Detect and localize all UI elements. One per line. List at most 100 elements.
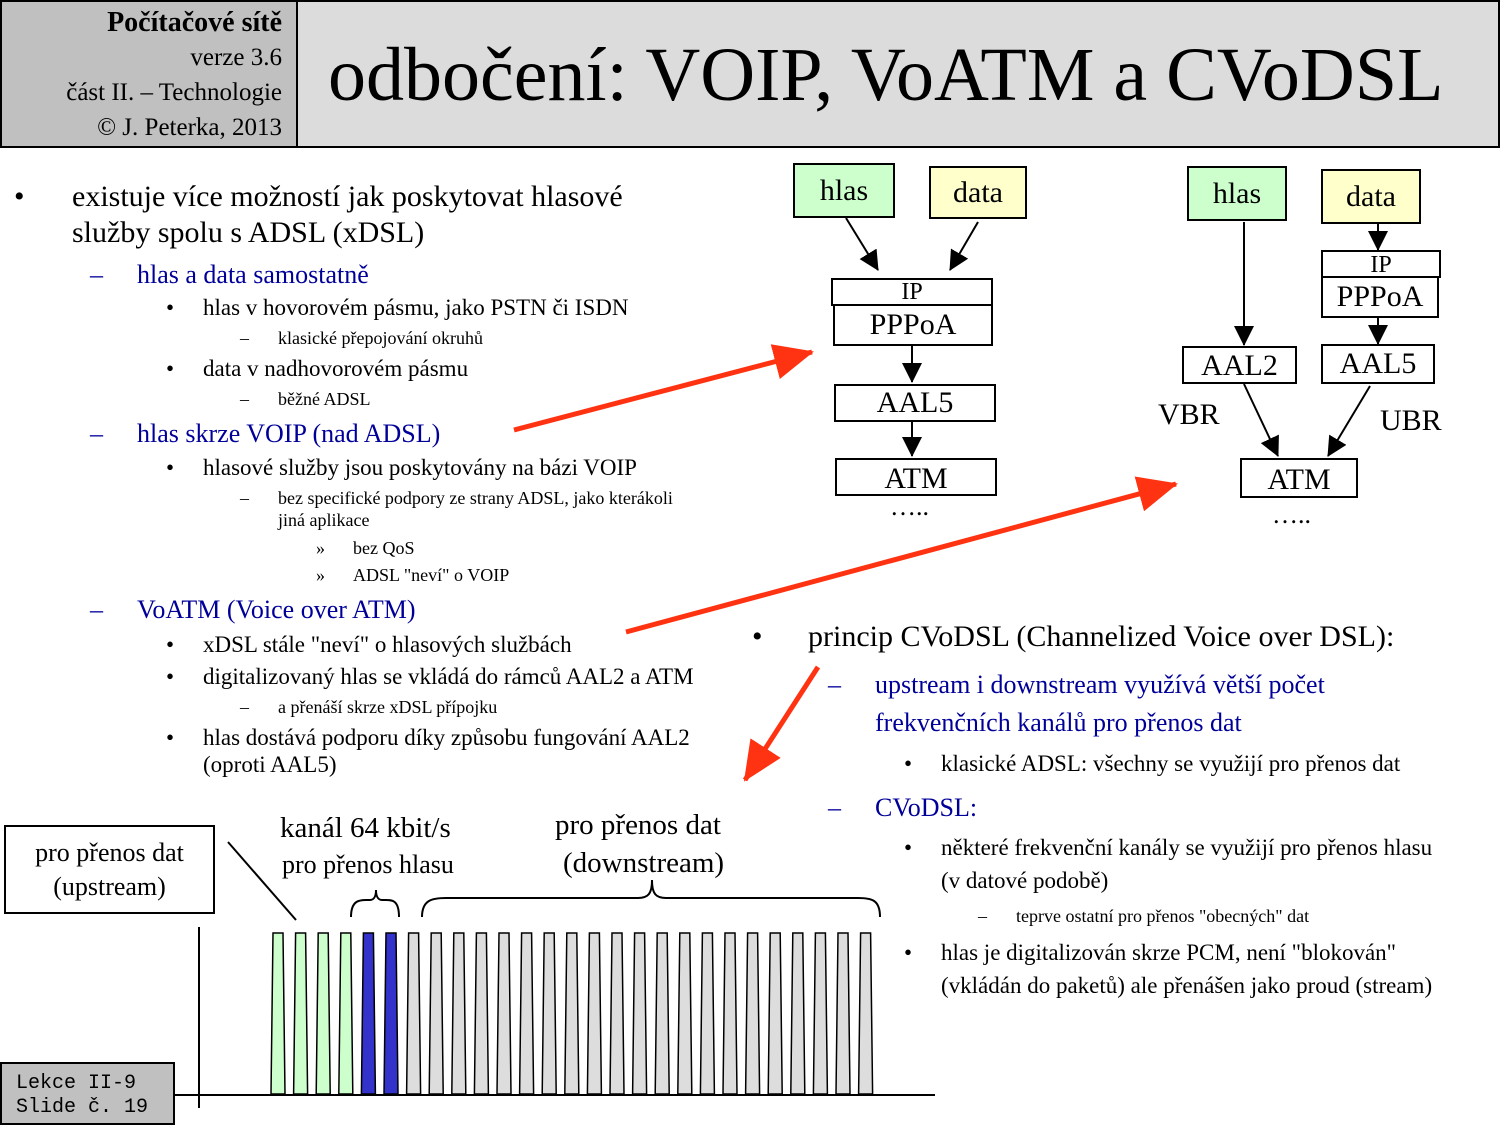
- arrow-hlas-ip: [845, 217, 879, 271]
- dash-marker: –: [828, 670, 841, 699]
- channel-downstream: [857, 932, 874, 1095]
- ellipsis-2: …..: [1272, 500, 1311, 529]
- data-box-1: data: [929, 166, 1027, 219]
- aal5-box-1: AAL5: [834, 384, 996, 422]
- channel-upstream: [270, 932, 286, 1095]
- voice-channel-sublabel: pro přenos hlasu: [282, 850, 454, 879]
- cvodsl-item-1a: některé frekvenční kanály se využijí pro…: [941, 835, 1433, 860]
- channel-downstream: [654, 932, 670, 1095]
- channel-downstream: [767, 932, 783, 1095]
- intro-line-1: existuje více možností jak poskytovat hl…: [72, 180, 623, 213]
- ip-box-2: IP: [1321, 250, 1441, 278]
- dash-marker: –: [90, 595, 103, 624]
- course-part: část II. – Technologie: [66, 79, 282, 106]
- channel-downstream: [541, 932, 557, 1095]
- course-info-box: Počítačové sítě verze 3.6 část II. – Tec…: [0, 0, 298, 148]
- intro-line-2: služby spolu s ADSL (xDSL): [72, 216, 425, 249]
- upstream-label-box: pro přenos dat (upstream): [4, 825, 215, 914]
- cvodsl-channels-a: upstream i downstream využívá větší poče…: [875, 670, 1325, 699]
- hlas-label: hlas: [1212, 177, 1262, 210]
- voice-brace: [350, 889, 400, 918]
- aal2-label: AAL2: [1201, 349, 1278, 382]
- cvodsl-principle: princip CVoDSL (Channelized Voice over D…: [808, 620, 1395, 653]
- separate-item-2: data v nadhovorovém pásmu: [203, 356, 469, 381]
- downstream-label-2: (downstream): [563, 847, 725, 879]
- dash-marker: –: [90, 419, 103, 448]
- ip-label: IP: [1370, 252, 1392, 278]
- atm-box-1: ATM: [835, 458, 997, 496]
- atm-box-2: ATM: [1240, 458, 1358, 498]
- red-arrow-voip: [513, 344, 814, 433]
- ip-label: IP: [901, 279, 923, 305]
- dash-marker: –: [978, 906, 987, 926]
- hlas-box-2: hlas: [1187, 166, 1287, 221]
- voatm-item-2-detail: a přenáší skrze xDSL přípojku: [278, 697, 498, 717]
- dash-marker: –: [240, 488, 249, 508]
- red-arrow-voatm: [625, 476, 1178, 635]
- bullet-marker: •: [166, 455, 175, 480]
- data-label: data: [1346, 180, 1396, 213]
- channel-downstream: [473, 932, 490, 1095]
- aal2-box: AAL2: [1182, 346, 1297, 384]
- arrow-aal5-atm2: [1327, 385, 1371, 457]
- slide-number: Slide č. 19: [16, 1096, 149, 1119]
- channel-downstream: [451, 932, 467, 1095]
- arrow-aal2-atm: [1243, 383, 1279, 457]
- upstream-label-line2: (upstream): [53, 872, 166, 901]
- channel-voice: [360, 932, 377, 1095]
- dash-marker: –: [240, 697, 249, 717]
- raquo-marker: »: [316, 538, 325, 558]
- downstream-brace: [421, 879, 881, 918]
- section-voatm: VoATM (Voice over ATM): [137, 595, 416, 624]
- voatm-item-2: digitalizovaný hlas se vkládá do rámců A…: [203, 664, 694, 689]
- channel-downstream: [518, 932, 535, 1095]
- voip-item-1-detail-a: bez specifické podpory ze strany ADSL, j…: [278, 488, 673, 508]
- bullet-marker: •: [904, 835, 913, 860]
- channel-downstream: [405, 932, 422, 1095]
- pppoa-box-2: PPPoA: [1321, 276, 1439, 318]
- voip-item-1-detail-b: jiná aplikace: [278, 510, 370, 530]
- channel-downstream: [722, 932, 738, 1095]
- upstream-pointer-line: [227, 841, 297, 921]
- downstream-label-1: pro přenos dat: [555, 809, 721, 841]
- hlas-box-1: hlas: [793, 163, 895, 218]
- dash-marker: –: [90, 260, 103, 289]
- separate-item-1-detail: klasické přepojování okruhů: [278, 328, 483, 348]
- channel-downstream: [609, 932, 625, 1095]
- course-author: © J. Peterka, 2013: [97, 114, 282, 141]
- pppoa-label: PPPoA: [1336, 280, 1424, 313]
- pppoa-box-1: PPPoA: [833, 304, 993, 346]
- bullet-marker: •: [166, 632, 175, 657]
- dash-marker: –: [828, 793, 841, 822]
- bullet-marker: •: [166, 356, 175, 381]
- bullet-marker: •: [14, 180, 25, 213]
- cvodsl-item-2a: hlas je digitalizován skrze PCM, není "b…: [941, 940, 1397, 965]
- ellipsis-1: …..: [890, 492, 929, 521]
- title-bar: odbočení: VOIP, VoATM a CVoDSL: [298, 0, 1500, 148]
- channel-downstream: [699, 932, 716, 1095]
- cvodsl-item-1-detail: teprve ostatní pro přenos "obecných" dat: [1016, 906, 1310, 926]
- channel-downstream: [790, 932, 806, 1095]
- voip-item-1: hlasové služby jsou poskytovány na bázi …: [203, 455, 637, 480]
- lesson-number: Lekce II-9: [16, 1072, 137, 1095]
- channel-downstream: [677, 932, 693, 1095]
- red-arrow-cvodsl: [742, 665, 821, 782]
- channel-upstream: [338, 932, 354, 1095]
- aal5-box-2: AAL5: [1321, 344, 1435, 384]
- channel-downstream: [428, 932, 444, 1095]
- spectrum-channels: [270, 932, 874, 1095]
- cvodsl-item-2b: (vkládán do paketů) ale přenášen jako pr…: [941, 973, 1433, 998]
- channel-downstream: [631, 932, 648, 1095]
- channel-downstream: [835, 932, 851, 1095]
- classic-adsl-note: klasické ADSL: všechny se využijí pro př…: [941, 751, 1401, 776]
- bullet-marker: •: [904, 751, 913, 776]
- bullet-marker: •: [752, 620, 763, 653]
- bullet-marker: •: [166, 725, 175, 750]
- channel-voice: [383, 932, 399, 1095]
- data-label: data: [953, 176, 1003, 209]
- hlas-label: hlas: [819, 174, 869, 207]
- dash-marker: –: [240, 389, 249, 409]
- dash-marker: –: [240, 328, 249, 348]
- ip-box-1: IP: [831, 278, 993, 306]
- voip-sub-2: ADSL "neví" o VOIP: [353, 565, 510, 585]
